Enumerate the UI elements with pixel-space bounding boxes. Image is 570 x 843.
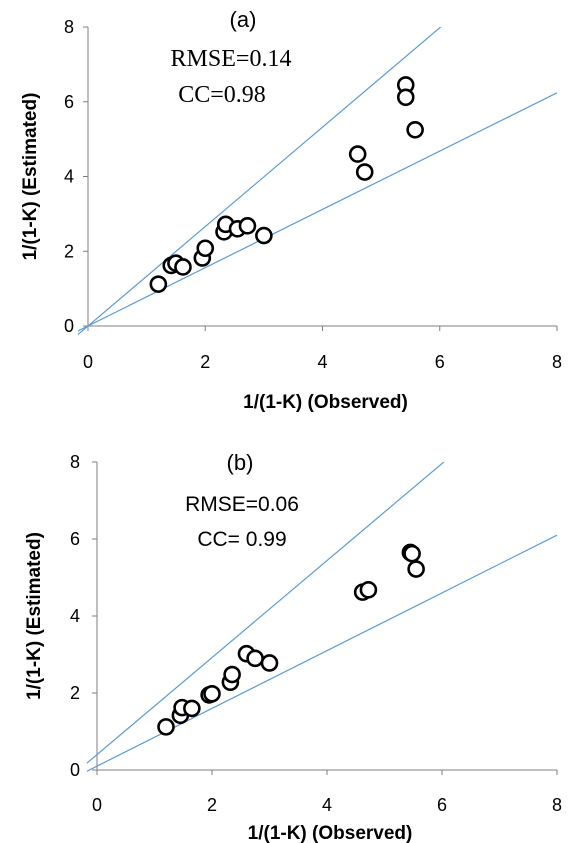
reference-lines [78,27,557,336]
data-point [255,226,273,245]
panel-label: (b) [227,450,254,475]
reference-line-2 [87,534,557,772]
data-point [359,581,378,599]
data-point [174,258,192,276]
data-point [396,88,415,107]
x-tick-label: 8 [552,795,562,815]
y-tick-label: 4 [64,167,74,187]
x-tick-label: 4 [317,352,327,372]
reference-lines [87,462,557,772]
y-tick-label: 2 [64,241,74,261]
y-tick-label: 8 [70,452,80,472]
data-point [246,649,264,668]
data-point [406,120,424,139]
reference-line-1 [78,27,442,336]
cc-annotation: CC= 0.99 [197,528,286,551]
rmse-annotation: RMSE=0.14 [171,46,292,72]
x-tick-label: 8 [552,352,562,372]
x-tick-label: 0 [92,795,102,815]
panel-label: (a) [230,7,257,32]
y-axis-title: 1/(1-K) (Estimated) [20,93,41,261]
x-axis-title: 1/(1-K) (Observed) [243,392,408,413]
data-point [149,275,168,293]
x-tick-label: 6 [435,352,445,372]
x-tick-label: 4 [322,795,332,815]
x-tick-label: 0 [83,352,93,372]
y-tick-label: 2 [70,683,80,703]
y-tick-label: 8 [64,17,74,37]
data-point [157,718,175,736]
cc-annotation: CC=0.98 [178,82,266,108]
rmse-annotation: RMSE=0.06 [185,493,299,516]
x-tick-label: 6 [437,795,447,815]
y-axis-title: 1/(1-K) (Estimated) [24,532,45,700]
data-point [403,544,421,563]
reference-line-2 [78,92,557,332]
data-point [196,239,215,258]
y-tick-label: 6 [64,92,74,112]
data-point [183,699,201,718]
data-point [407,560,425,578]
x-tick-label: 2 [207,795,217,815]
data-point [203,684,221,703]
chart-panel-a: 0 2 4 6 8 0 2 4 6 8 (a) RMSE=0.14 CC=0.98 1/(1-K) (Ob… [20,7,562,413]
x-axis-title: 1/(1-K) (Observed) [248,823,413,843]
chart-panel-b: 0 2 4 6 8 0 2 4 6 8 (b) RMSE=0.06 CC= 0.99 1/(1-K) (O… [24,450,562,843]
reference-line-1 [87,462,445,764]
y-tick-label: 4 [70,606,80,626]
data-point [348,145,367,163]
x-tick-label: 2 [200,352,210,372]
data-point [355,163,374,181]
data-point [260,654,279,672]
data-point [223,665,241,684]
y-tick-label: 0 [70,760,80,780]
y-tick-label: 0 [64,316,74,336]
y-tick-label: 6 [70,529,80,549]
data-point [238,217,257,235]
